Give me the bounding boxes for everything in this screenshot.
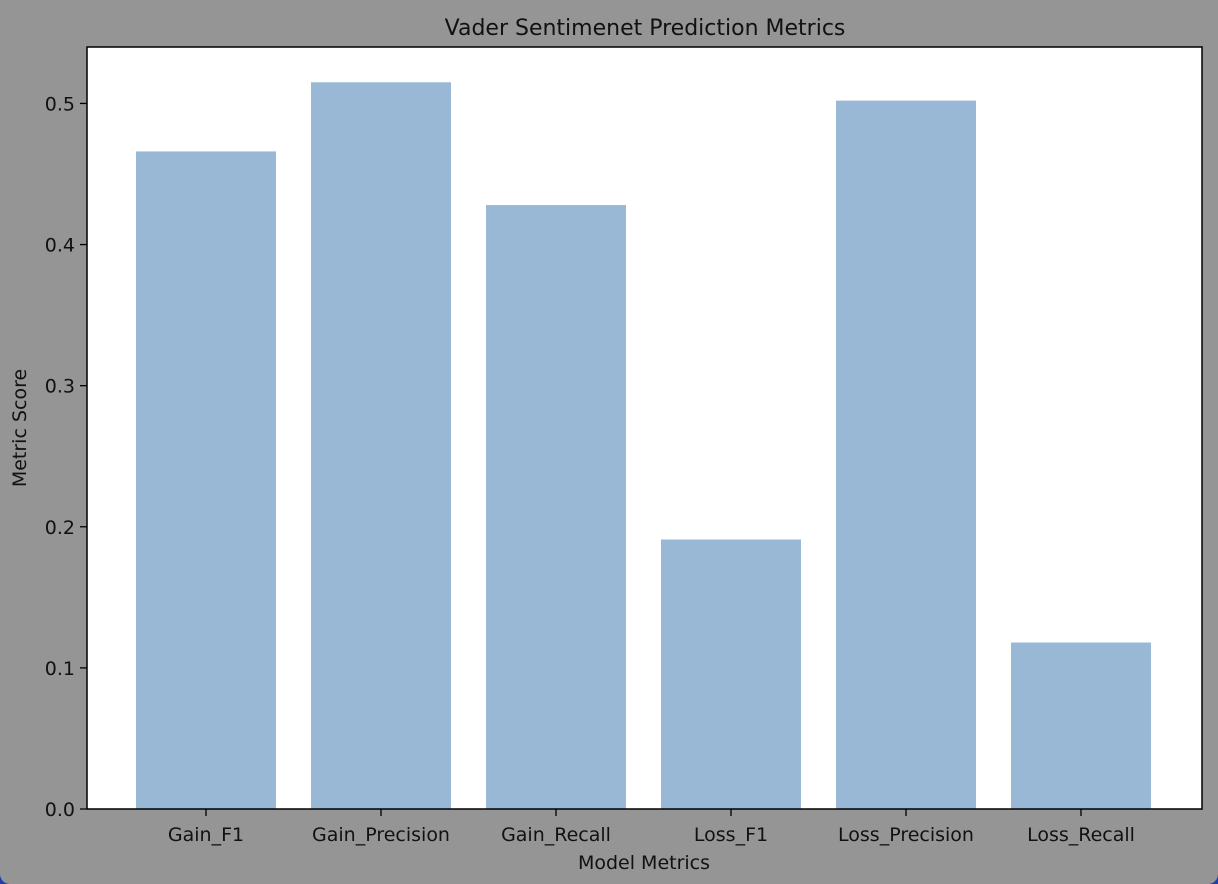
y-tick-label: 0.1 bbox=[45, 658, 75, 680]
x-tick-label: Loss_Recall bbox=[1027, 824, 1135, 846]
x-tick-label: Gain_F1 bbox=[168, 824, 244, 846]
x-tick-label: Gain_Recall bbox=[501, 824, 611, 846]
x-axis-label: Model Metrics bbox=[578, 852, 710, 874]
y-tick-label: 0.5 bbox=[45, 93, 75, 115]
bar-gain-recall bbox=[486, 205, 626, 810]
y-tick-label: 0.3 bbox=[45, 376, 75, 398]
bar-gain-precision bbox=[311, 82, 451, 810]
y-tick-label: 0.0 bbox=[45, 799, 75, 821]
chart-title: Vader Sentimenet Prediction Metrics bbox=[445, 16, 846, 41]
plot-frame bbox=[86, 46, 1203, 810]
y-axis-label: Metric Score bbox=[9, 369, 31, 487]
y-tick-label: 0.4 bbox=[45, 235, 75, 257]
y-tick-label: 0.2 bbox=[45, 517, 75, 539]
bar-loss-recall bbox=[1011, 642, 1151, 809]
y-axis-ticks: 0.0 0.1 0.2 0.3 0.4 0.5 bbox=[45, 93, 87, 821]
bar-loss-precision bbox=[836, 100, 976, 810]
bar-loss-f1 bbox=[661, 539, 801, 809]
x-tick-label: Loss_Precision bbox=[838, 824, 974, 846]
bar-gain-f1 bbox=[136, 151, 276, 809]
x-tick-label: Gain_Precision bbox=[312, 824, 450, 846]
bars-group bbox=[136, 82, 1151, 810]
x-axis-ticks: Gain_F1 Gain_Precision Gain_Recall Loss_F1 L… bbox=[168, 809, 1135, 846]
x-tick-label: Loss_F1 bbox=[694, 824, 768, 846]
